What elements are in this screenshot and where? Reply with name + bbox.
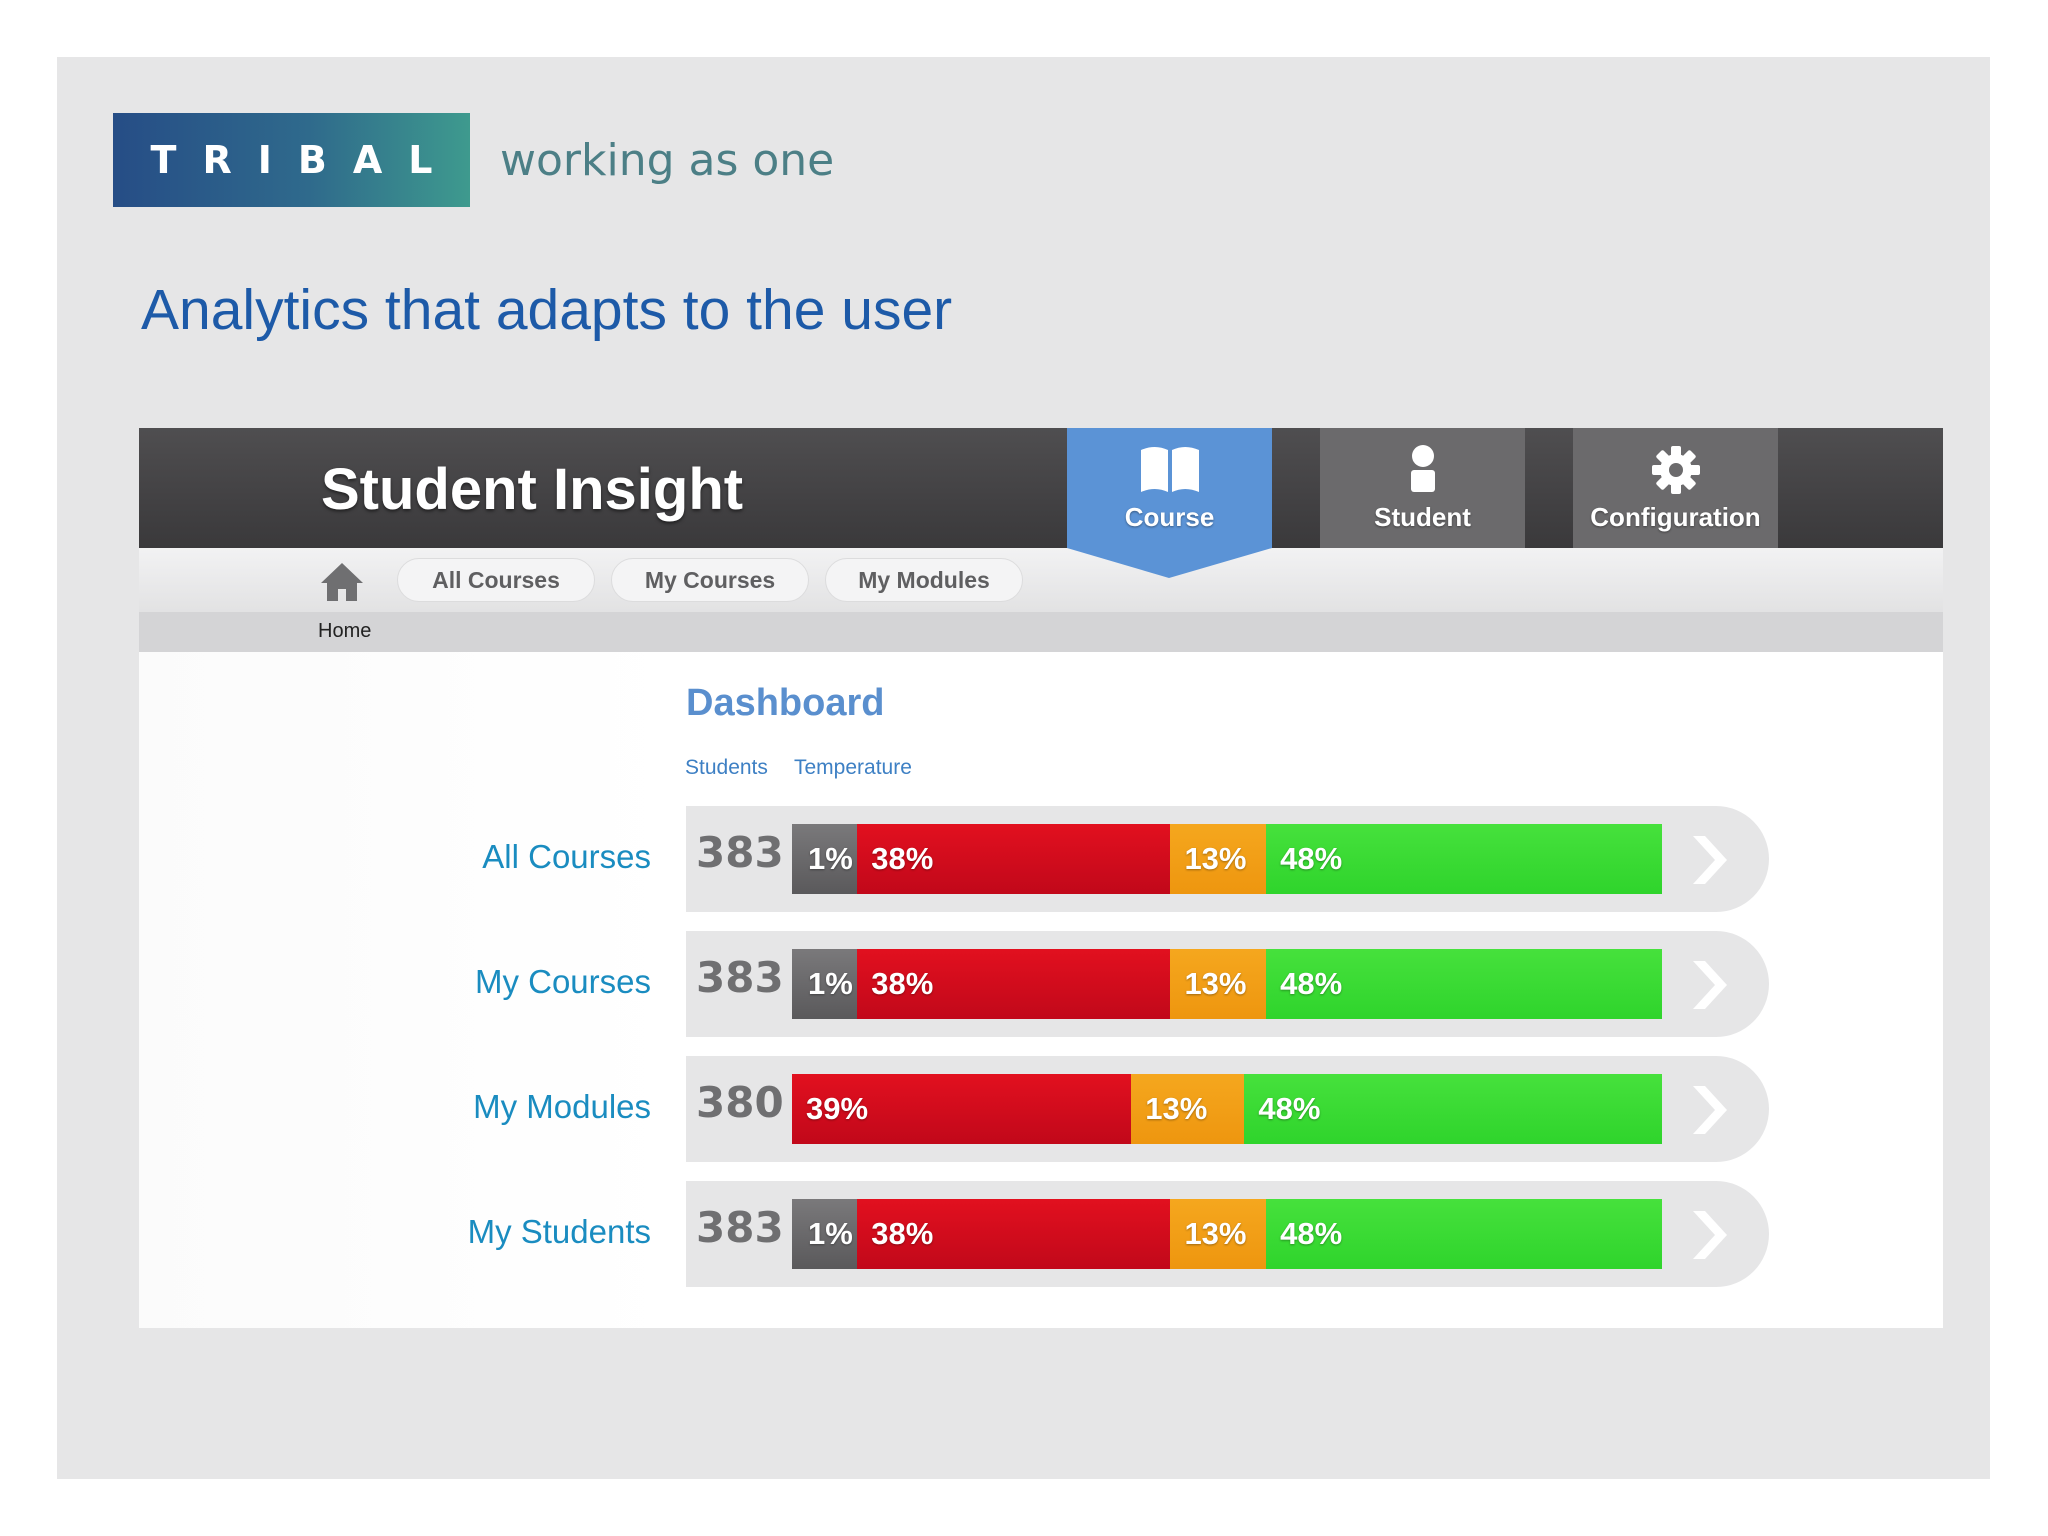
row-label[interactable]: My Courses [474, 963, 651, 1000]
temperature-bar: 1% 38% 13% 48% [792, 1199, 1662, 1269]
tab-course[interactable]: Course [1067, 428, 1272, 548]
bar-segment-red: 38% [857, 949, 1171, 1019]
breadcrumb-home[interactable]: Home [318, 620, 372, 642]
tagline: working as one [500, 135, 835, 186]
dashboard-title: Dashboard [686, 682, 885, 724]
bar-segment-red: 39% [792, 1074, 1132, 1144]
tab-student-label: Student [1374, 502, 1471, 532]
bar-segment-green: 48% [1266, 1199, 1662, 1269]
student-count: 383 [696, 953, 784, 1002]
bar-segment-green: 48% [1266, 949, 1662, 1019]
bar-segment-orange: 13% [1170, 949, 1267, 1019]
app-screenshot: Student Insight Course Student [139, 428, 1943, 1328]
chevron-right-icon[interactable] [1687, 957, 1731, 1018]
dashboard-panel: Dashboard Students Temperature All Cours… [139, 652, 1943, 1328]
chevron-right-icon[interactable] [1687, 832, 1731, 893]
logo-text: TRIBAL [150, 138, 459, 182]
subnav-my-courses[interactable]: My Courses [611, 558, 809, 602]
sub-navigation: All Courses My Courses My Modules [139, 548, 1943, 612]
temperature-column-header: Temperature [794, 756, 912, 779]
app-title: Student Insight [321, 457, 744, 522]
tab-configuration[interactable]: Configuration [1573, 428, 1778, 548]
chevron-right-icon[interactable] [1687, 1082, 1731, 1143]
dashboard-row: My Modules 380 39% 13% 48% [139, 1056, 1943, 1162]
slide: TRIBAL working as one Analytics that ada… [57, 57, 1990, 1479]
student-count: 383 [696, 1203, 784, 1252]
bar-segment-grey: 1% [792, 949, 858, 1019]
student-count: 383 [696, 828, 784, 877]
temperature-bar: 1% 38% 13% 48% [792, 949, 1662, 1019]
row-label[interactable]: My Students [467, 1213, 651, 1250]
dashboard-row: My Courses 383 1% 38% 13% 48% [139, 931, 1943, 1037]
bar-segment-grey: 1% [792, 824, 858, 894]
app-header: Student Insight Course Student [139, 428, 1943, 548]
gear-icon [1650, 444, 1702, 503]
breadcrumb-bar: Home [139, 612, 1943, 652]
open-book-icon [1137, 444, 1203, 503]
students-column-header: Students [685, 756, 768, 779]
active-tab-pointer [1067, 548, 1272, 578]
home-icon[interactable] [319, 561, 365, 608]
subnav-my-modules[interactable]: My Modules [825, 558, 1023, 602]
bar-segment-orange: 13% [1170, 1199, 1267, 1269]
bar-segment-green: 48% [1244, 1074, 1662, 1144]
student-count: 380 [696, 1078, 784, 1127]
tab-course-label: Course [1124, 502, 1215, 532]
bar-segment-red: 38% [857, 824, 1171, 894]
slide-title: Analytics that adapts to the user [141, 278, 953, 342]
person-icon [1406, 444, 1440, 501]
dashboard-row: All Courses 383 1% 38% 13% 48% [139, 806, 1943, 912]
row-label[interactable]: My Modules [473, 1088, 651, 1125]
temperature-bar: 39% 13% 48% [792, 1074, 1662, 1144]
bar-segment-orange: 13% [1170, 824, 1267, 894]
tribal-logo: TRIBAL [113, 113, 470, 207]
tab-configuration-label: Configuration [1590, 502, 1761, 532]
dashboard-row: My Students 383 1% 38% 13% 48% [139, 1181, 1943, 1287]
subnav-all-courses[interactable]: All Courses [397, 558, 595, 602]
tab-student[interactable]: Student [1320, 428, 1525, 548]
bar-segment-red: 38% [857, 1199, 1171, 1269]
temperature-bar: 1% 38% 13% 48% [792, 824, 1662, 894]
row-label[interactable]: All Courses [482, 838, 651, 875]
bar-segment-green: 48% [1266, 824, 1662, 894]
chevron-right-icon[interactable] [1687, 1207, 1731, 1268]
bar-segment-grey: 1% [792, 1199, 858, 1269]
bar-segment-orange: 13% [1131, 1074, 1245, 1144]
